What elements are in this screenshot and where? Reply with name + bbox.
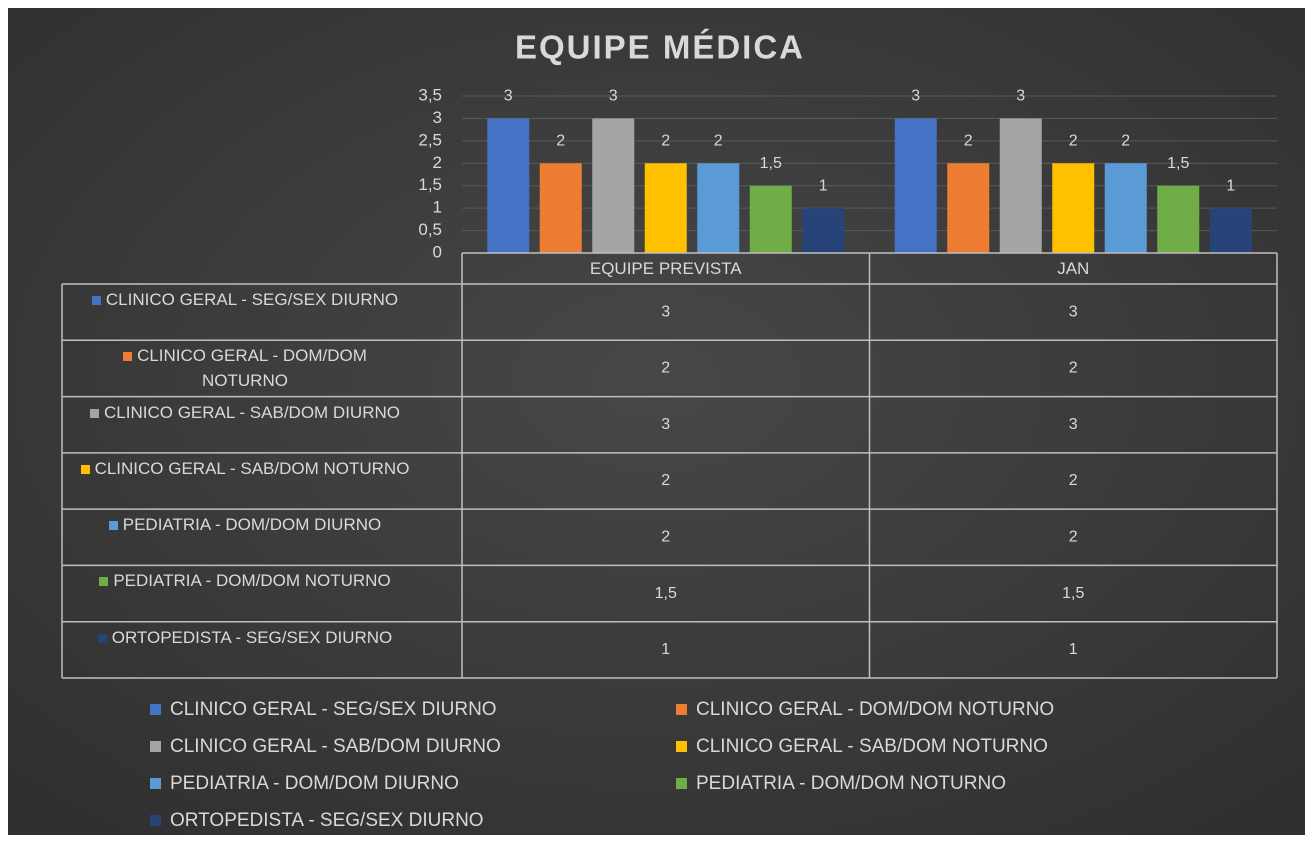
row-label: CLINICO GERAL - SAB/DOM NOTURNO [80, 456, 410, 481]
row-label: PEDIATRIA - DOM/DOM DIURNO [80, 512, 410, 537]
legend-key [150, 778, 161, 789]
bar [802, 208, 845, 253]
chart-background [8, 8, 1305, 835]
legend-label: PEDIATRIA - DOM/DOM NOTURNO [696, 773, 1006, 794]
legend-key [150, 704, 161, 715]
data-label: 2 [964, 133, 973, 150]
data-label: 2 [556, 133, 565, 150]
data-label: 3 [609, 88, 618, 105]
data-label: 3 [911, 88, 920, 105]
data-label: 2 [714, 133, 723, 150]
legend-key [99, 577, 109, 587]
legend-label: CLINICO GERAL - SAB/DOM DIURNO [170, 736, 501, 757]
legend-label: CLINICO GERAL - SAB/DOM NOTURNO [696, 736, 1048, 757]
bar [749, 185, 792, 253]
row-label-text: PEDIATRIA - DOM/DOM NOTURNO [113, 571, 391, 591]
data-label: 3 [504, 88, 513, 105]
y-tick-label: 1,5 [418, 175, 442, 194]
legend-key [150, 741, 161, 752]
legend-key [676, 704, 687, 715]
chart-title: EQUIPE MÉDICA [515, 29, 805, 66]
table-cell: 2 [1069, 360, 1078, 377]
data-label: 3 [1016, 88, 1025, 105]
legend-key [150, 815, 161, 826]
row-label-text: ORTOPEDISTA - SEG/SEX DIURNO [111, 627, 393, 647]
row-label: CLINICO GERAL - SAB/DOM DIURNO [80, 400, 410, 425]
x-tick-label: JAN [1057, 259, 1089, 278]
data-label: 1 [1226, 177, 1235, 194]
table-cell: 1,5 [1062, 585, 1084, 602]
data-label: 2 [1121, 133, 1130, 150]
table-row-label: CLINICO GERAL - SAB/DOM NOTURNO [80, 456, 410, 481]
legend-key [97, 633, 107, 643]
table-cell: 2 [1069, 529, 1078, 546]
table-cell: 2 [1069, 472, 1078, 489]
table-row-label: ORTOPEDISTA - SEG/SEX DIURNO [80, 625, 410, 650]
table-row-label: PEDIATRIA - DOM/DOM DIURNO [80, 512, 410, 537]
table-cell: 3 [661, 303, 670, 320]
legend-key [676, 741, 687, 752]
bar [592, 118, 635, 253]
bar [1209, 208, 1252, 253]
bar [1157, 185, 1200, 253]
bar [999, 118, 1042, 253]
row-label: CLINICO GERAL - SEG/SEX DIURNO [80, 287, 410, 312]
row-label: CLINICO GERAL - DOM/DOM NOTURNO [80, 343, 410, 393]
table-cell: 2 [661, 472, 670, 489]
bar [644, 163, 687, 253]
legend-key [91, 296, 101, 305]
table-cell: 1 [661, 641, 670, 658]
x-tick-label: EQUIPE PREVISTA [590, 259, 742, 278]
data-label: 1 [819, 177, 828, 194]
data-label: 2 [1069, 133, 1078, 150]
table-row-label: CLINICO GERAL - SEG/SEX DIURNO [80, 287, 410, 312]
table-row-label: CLINICO GERAL - SAB/DOM DIURNO [80, 400, 410, 425]
legend-label: ORTOPEDISTA - SEG/SEX DIURNO [170, 810, 484, 831]
table-cell: 3 [1069, 416, 1078, 433]
bar [894, 118, 937, 253]
bar [1104, 163, 1147, 253]
y-tick-label: 1 [433, 198, 442, 217]
legend-key [80, 464, 90, 474]
table-cell: 2 [661, 529, 670, 546]
y-tick-label: 0,5 [418, 220, 442, 239]
legend-key [108, 521, 118, 531]
legend-key [90, 408, 100, 418]
row-label-text: CLINICO GERAL - SAB/DOM NOTURNO [94, 458, 410, 478]
row-label-text: PEDIATRIA - DOM/DOM DIURNO [122, 515, 382, 535]
bar [1052, 163, 1095, 253]
bar [947, 163, 990, 253]
table-cell: 2 [661, 360, 670, 377]
data-label: 2 [661, 133, 670, 150]
legend-key [676, 778, 687, 789]
table-cell: 1,5 [655, 585, 677, 602]
legend-key [123, 352, 133, 362]
legend-label: CLINICO GERAL - SEG/SEX DIURNO [170, 699, 497, 720]
bar [539, 163, 582, 253]
legend-label: CLINICO GERAL - DOM/DOM NOTURNO [696, 699, 1054, 720]
row-label: PEDIATRIA - DOM/DOM NOTURNO [80, 568, 410, 593]
table-cell: 3 [1069, 303, 1078, 320]
table-row-label: CLINICO GERAL - DOM/DOM NOTURNO [80, 343, 410, 393]
table-row-label: PEDIATRIA - DOM/DOM NOTURNO [80, 568, 410, 593]
y-tick-label: 2,5 [418, 130, 442, 149]
y-tick-label: 0 [433, 242, 442, 261]
data-label: 1,5 [1167, 155, 1189, 172]
legend-label: PEDIATRIA - DOM/DOM DIURNO [170, 773, 459, 794]
data-label: 1,5 [760, 155, 782, 172]
y-tick-label: 2 [433, 153, 442, 172]
bar [487, 118, 530, 253]
row-label-text: CLINICO GERAL - SEG/SEX DIURNO [105, 290, 399, 309]
table-cell: 3 [661, 416, 670, 433]
y-tick-label: 3,5 [418, 85, 442, 104]
table-cell: 1 [1069, 641, 1078, 658]
bar [697, 163, 740, 253]
row-label-text: CLINICO GERAL - DOM/DOM NOTURNO [137, 346, 367, 391]
y-tick-label: 3 [433, 108, 442, 127]
row-label: ORTOPEDISTA - SEG/SEX DIURNO [80, 625, 410, 650]
row-label-text: CLINICO GERAL - SAB/DOM DIURNO [104, 402, 400, 422]
